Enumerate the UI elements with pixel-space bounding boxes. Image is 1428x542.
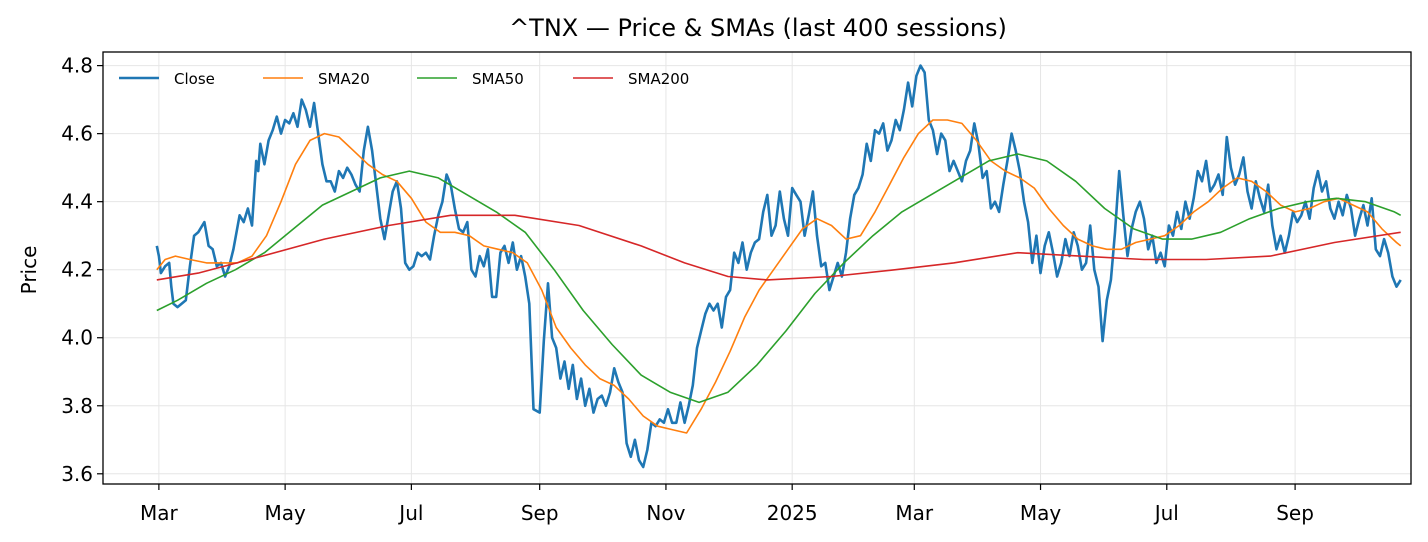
x-tick-label: 2025	[767, 501, 818, 525]
y-tick-label: 4.6	[61, 122, 93, 146]
x-tick-label: Mar	[895, 501, 934, 525]
x-tick-label: Mar	[140, 501, 179, 525]
series-line-close	[155, 64, 1402, 469]
legend-label-sma50: SMA50	[472, 70, 524, 88]
y-axis-label: Price	[17, 246, 41, 295]
x-tick-label: May	[264, 501, 306, 525]
legend-label-sma200: SMA200	[628, 70, 689, 88]
series-line-sma50	[156, 153, 1402, 404]
x-tick-label: Sep	[521, 501, 559, 525]
y-tick-label: 3.8	[61, 394, 93, 418]
series-line-sma200	[156, 214, 1401, 281]
x-tick-label: Jul	[397, 501, 423, 525]
legend-label-sma20: SMA20	[318, 70, 370, 88]
x-tick-label: May	[1020, 501, 1062, 525]
x-axis: Mar May Jul Sep Nov 2025 Mar May Jul Sep	[140, 484, 1314, 525]
legend: Close SMA20 SMA50 SMA200	[119, 70, 689, 88]
y-tick-label: 4.4	[61, 190, 93, 214]
grid	[103, 52, 1411, 484]
y-axis: 3.6 3.8 4.0 4.2 4.4 4.6 4.8	[61, 54, 103, 486]
legend-label-close: Close	[174, 70, 215, 88]
x-tick-label: Jul	[1153, 501, 1179, 525]
series-line-sma20	[156, 119, 1402, 434]
x-tick-label: Nov	[646, 501, 685, 525]
x-tick-label: Sep	[1276, 501, 1314, 525]
y-tick-label: 3.6	[61, 462, 93, 486]
y-tick-label: 4.8	[61, 54, 93, 78]
series-layer	[155, 64, 1402, 469]
y-tick-label: 4.2	[61, 258, 93, 282]
y-tick-label: 4.0	[61, 326, 93, 350]
chart-title: ^TNX — Price & SMAs (last 400 sessions)	[509, 14, 1007, 42]
plot-area-frame	[102, 51, 1412, 485]
